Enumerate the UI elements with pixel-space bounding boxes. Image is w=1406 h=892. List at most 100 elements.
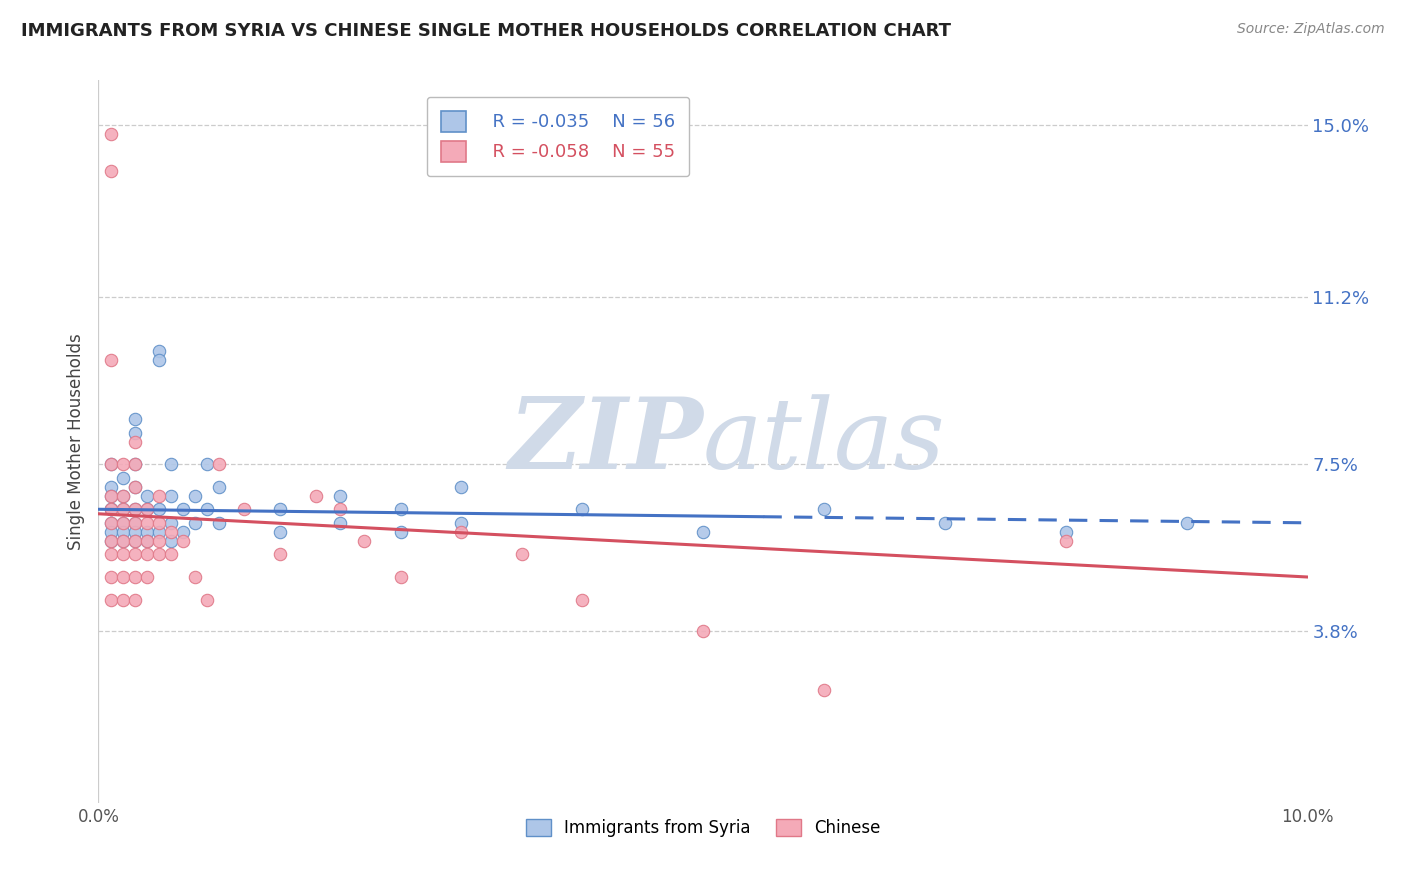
Point bbox=[111, 533, 134, 548]
Point bbox=[100, 524, 122, 539]
Point bbox=[111, 570, 134, 584]
Point bbox=[148, 548, 170, 562]
Text: IMMIGRANTS FROM SYRIA VS CHINESE SINGLE MOTHER HOUSEHOLDS CORRELATION CHART: IMMIGRANTS FROM SYRIA VS CHINESE SINGLE … bbox=[21, 22, 950, 40]
Point bbox=[160, 524, 183, 539]
Point bbox=[135, 570, 157, 584]
Point bbox=[100, 533, 122, 548]
Point bbox=[100, 457, 122, 471]
Point bbox=[124, 570, 146, 584]
Point bbox=[135, 533, 157, 548]
Point bbox=[813, 682, 835, 697]
Point bbox=[135, 524, 157, 539]
Point bbox=[124, 502, 146, 516]
Point bbox=[135, 489, 157, 503]
Point bbox=[111, 489, 134, 503]
Point bbox=[160, 533, 183, 548]
Point bbox=[100, 489, 122, 503]
Point bbox=[148, 524, 170, 539]
Point bbox=[148, 516, 170, 530]
Text: atlas: atlas bbox=[703, 394, 946, 489]
Point bbox=[111, 524, 134, 539]
Point bbox=[160, 516, 183, 530]
Point bbox=[148, 353, 170, 368]
Point bbox=[100, 128, 122, 142]
Point bbox=[813, 502, 835, 516]
Point bbox=[135, 516, 157, 530]
Point bbox=[111, 489, 134, 503]
Point bbox=[100, 570, 122, 584]
Point bbox=[111, 516, 134, 530]
Point bbox=[195, 457, 218, 471]
Point bbox=[195, 502, 218, 516]
Point bbox=[124, 457, 146, 471]
Point bbox=[148, 489, 170, 503]
Point bbox=[135, 533, 157, 548]
Point bbox=[208, 516, 231, 530]
Point bbox=[269, 502, 291, 516]
Point bbox=[100, 502, 122, 516]
Point bbox=[100, 163, 122, 178]
Point bbox=[135, 548, 157, 562]
Point bbox=[148, 533, 170, 548]
Point bbox=[111, 533, 134, 548]
Point bbox=[389, 502, 412, 516]
Point bbox=[329, 489, 352, 503]
Point bbox=[111, 592, 134, 607]
Point bbox=[124, 533, 146, 548]
Point bbox=[160, 457, 183, 471]
Point bbox=[124, 592, 146, 607]
Point bbox=[111, 502, 134, 516]
Point bbox=[389, 524, 412, 539]
Point bbox=[135, 502, 157, 516]
Point bbox=[100, 502, 122, 516]
Point bbox=[100, 353, 122, 368]
Point bbox=[172, 533, 194, 548]
Point bbox=[135, 502, 157, 516]
Point bbox=[160, 548, 183, 562]
Point bbox=[184, 570, 207, 584]
Point bbox=[111, 516, 134, 530]
Point bbox=[692, 524, 714, 539]
Point bbox=[510, 548, 533, 562]
Point bbox=[305, 489, 328, 503]
Point bbox=[208, 457, 231, 471]
Point bbox=[124, 516, 146, 530]
Point bbox=[692, 624, 714, 639]
Point bbox=[172, 502, 194, 516]
Point bbox=[232, 502, 254, 516]
Point bbox=[111, 548, 134, 562]
Point bbox=[571, 502, 593, 516]
Point bbox=[124, 516, 146, 530]
Point bbox=[389, 570, 412, 584]
Point bbox=[1054, 524, 1077, 539]
Point bbox=[934, 516, 956, 530]
Point bbox=[100, 480, 122, 494]
Point bbox=[184, 489, 207, 503]
Point bbox=[100, 592, 122, 607]
Point bbox=[269, 548, 291, 562]
Point bbox=[124, 502, 146, 516]
Point bbox=[329, 516, 352, 530]
Point bbox=[124, 480, 146, 494]
Legend: Immigrants from Syria, Chinese: Immigrants from Syria, Chinese bbox=[517, 810, 889, 845]
Point bbox=[100, 548, 122, 562]
Point bbox=[124, 425, 146, 440]
Point bbox=[100, 502, 122, 516]
Point bbox=[100, 533, 122, 548]
Point bbox=[148, 502, 170, 516]
Point bbox=[571, 592, 593, 607]
Point bbox=[148, 344, 170, 359]
Point bbox=[124, 533, 146, 548]
Point bbox=[124, 480, 146, 494]
Y-axis label: Single Mother Households: Single Mother Households bbox=[66, 334, 84, 549]
Text: ZIP: ZIP bbox=[508, 393, 703, 490]
Point bbox=[269, 524, 291, 539]
Point bbox=[111, 471, 134, 485]
Point bbox=[353, 533, 375, 548]
Point bbox=[100, 489, 122, 503]
Text: Source: ZipAtlas.com: Source: ZipAtlas.com bbox=[1237, 22, 1385, 37]
Point bbox=[1054, 533, 1077, 548]
Point bbox=[124, 524, 146, 539]
Point bbox=[450, 524, 472, 539]
Point bbox=[208, 480, 231, 494]
